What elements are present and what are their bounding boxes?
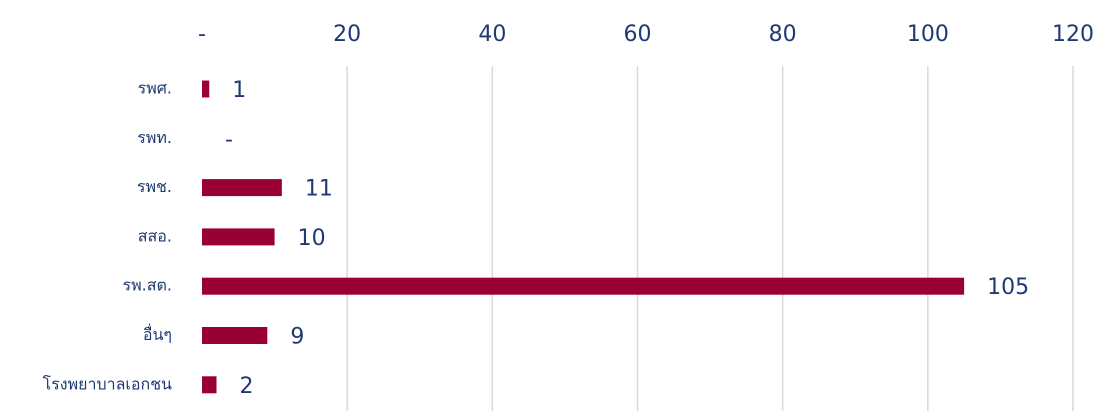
gridlines — [346, 66, 1074, 411]
x-tick-label: 80 — [769, 22, 797, 47]
data-label: - — [225, 127, 233, 152]
bar — [202, 179, 282, 197]
x-tick-label: - — [198, 22, 206, 47]
x-tick-label: 40 — [478, 22, 506, 47]
data-label: 1 — [232, 78, 246, 103]
x-tick-label: 100 — [907, 22, 949, 47]
data-labels: 1 - 11 10 105 9 2 — [225, 78, 1029, 399]
category-label: อื่นๆ — [143, 323, 172, 344]
category-labels: รพศ. รพท. รพช. สสอ. รพ.สต. อื่นๆโรงพยาบาลเอกช… — [43, 79, 172, 394]
data-label: 11 — [305, 177, 333, 202]
data-label: 9 — [290, 325, 304, 350]
data-label: 2 — [240, 374, 254, 399]
category-label: รพศ. — [138, 79, 172, 98]
category-label: สสอ. — [138, 226, 172, 245]
bar — [202, 327, 268, 344]
bar — [202, 80, 210, 98]
x-tick-label: 60 — [624, 22, 652, 47]
x-tick-label: 20 — [333, 22, 361, 47]
bar — [202, 376, 217, 394]
bar — [202, 277, 965, 295]
x-tick-label: 120 — [1052, 22, 1094, 47]
data-label: 10 — [298, 226, 326, 251]
category-label: รพ.สต. — [123, 276, 172, 295]
category-label: รพช. — [137, 177, 172, 196]
category-label: รพท. — [137, 128, 172, 147]
data-label: 105 — [987, 275, 1029, 300]
x-axis-tick-labels: - 20 40 60 80 100 120 — [198, 22, 1094, 47]
bar — [202, 228, 275, 246]
category-label: โรงพยาบาลเอกชน — [43, 374, 172, 393]
bars — [202, 80, 965, 394]
